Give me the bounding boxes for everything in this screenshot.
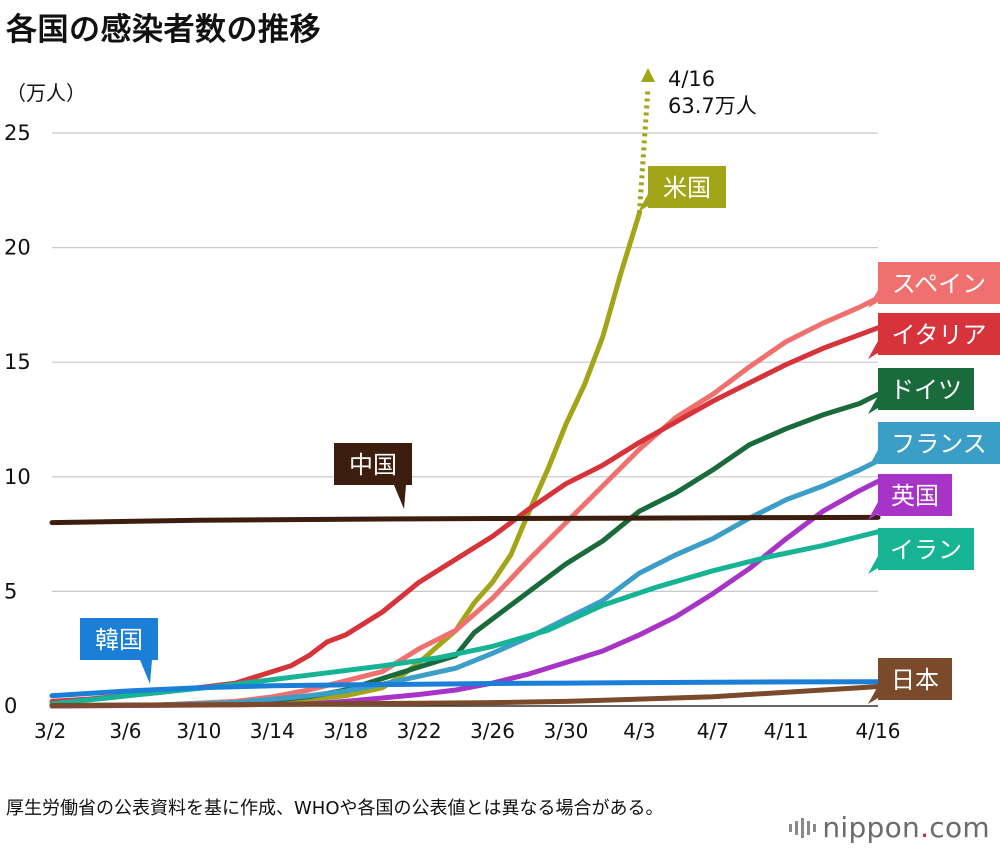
series-label-pointer [868, 686, 878, 704]
y-tick-label: 15 [4, 350, 31, 374]
series-label-pointer [868, 556, 878, 574]
series-label-pointer [140, 660, 152, 684]
series-label-pointer [868, 502, 878, 520]
series-label-pointer [868, 290, 878, 308]
x-tick-label: 3/10 [176, 719, 221, 743]
x-tick-label: 3/26 [470, 719, 515, 743]
series-label-pointer [394, 485, 406, 509]
series-label-pointer [868, 396, 878, 414]
series-label-text: 米国 [663, 174, 711, 202]
logo-mark-icon [789, 817, 817, 838]
series-label-box [878, 658, 952, 700]
annotation-date: 4/16 [668, 67, 715, 91]
series-label-text: スペイン [892, 270, 986, 298]
series-line-0 [49, 210, 642, 709]
series-label-text: イタリア [891, 321, 986, 349]
series-label-text: イラン [890, 536, 962, 564]
x-tick-label: 4/11 [764, 719, 809, 743]
x-tick-label: 4/16 [856, 719, 901, 743]
y-tick-label: 20 [4, 236, 31, 260]
chart-title: 各国の感染者数の推移 [6, 12, 321, 48]
x-tick-label: 4/3 [623, 719, 655, 743]
y-axis-unit-label: （万人） [6, 81, 86, 105]
annotation-value: 63.7万人 [668, 94, 757, 118]
series-label-text: 日本 [891, 666, 939, 694]
series-label-text: 中国 [349, 451, 397, 479]
y-tick-label: 25 [4, 121, 31, 145]
series-label-box [878, 262, 1000, 304]
x-tick-label: 3/22 [397, 719, 442, 743]
x-tick-label: 3/30 [543, 719, 588, 743]
x-tick-label: 3/2 [34, 719, 66, 743]
series-label-pointer [868, 341, 878, 359]
x-tick-label: 3/14 [250, 719, 295, 743]
series-label-box [334, 443, 412, 485]
x-tick-label: 3/18 [323, 719, 368, 743]
series-label-text: ドイツ [890, 376, 962, 404]
x-tick-label: 3/6 [109, 719, 141, 743]
series-label-text: 韓国 [95, 626, 143, 654]
y-tick-label: 0 [4, 694, 17, 718]
series-label-box [878, 313, 1000, 355]
y-tick-label: 5 [4, 579, 17, 603]
series-line-4 [49, 458, 881, 709]
y-tick-label: 10 [4, 465, 31, 489]
series-label-text: 英国 [891, 482, 939, 510]
logo-dot: . [920, 811, 930, 844]
series-label-box [878, 368, 974, 410]
source-note: 厚生労働省の公表資料を基に作成、WHOや各国の公表値とは異なる場合がある。 [6, 798, 664, 819]
series-label-box [878, 528, 974, 570]
logo-suffix: com [929, 811, 990, 844]
series-label-box [648, 166, 726, 208]
series-label-box [80, 618, 158, 660]
series-line-1 [49, 295, 881, 709]
series-line-7 [49, 514, 881, 526]
series-label-text: フランス [891, 430, 987, 458]
line-chart: （万人） 0 5 10 15 20 25 3/2 3/6 3/10 3/14 3/18 3/22 3/2… [4, 67, 1000, 743]
series-line-9 [49, 684, 881, 708]
series-line-8 [49, 679, 881, 699]
series-label-pointer [868, 450, 878, 468]
series-line-3 [49, 391, 881, 709]
logo-name: nippon [822, 811, 921, 844]
series-label-box [878, 474, 952, 516]
series-label-pointer [638, 194, 648, 212]
us-extension-dotted [636, 87, 651, 214]
nippon-logo: nippon. com [789, 811, 990, 844]
x-tick-label: 4/7 [697, 719, 729, 743]
series-label-box [878, 422, 1000, 464]
us-arrow-icon [641, 68, 655, 82]
